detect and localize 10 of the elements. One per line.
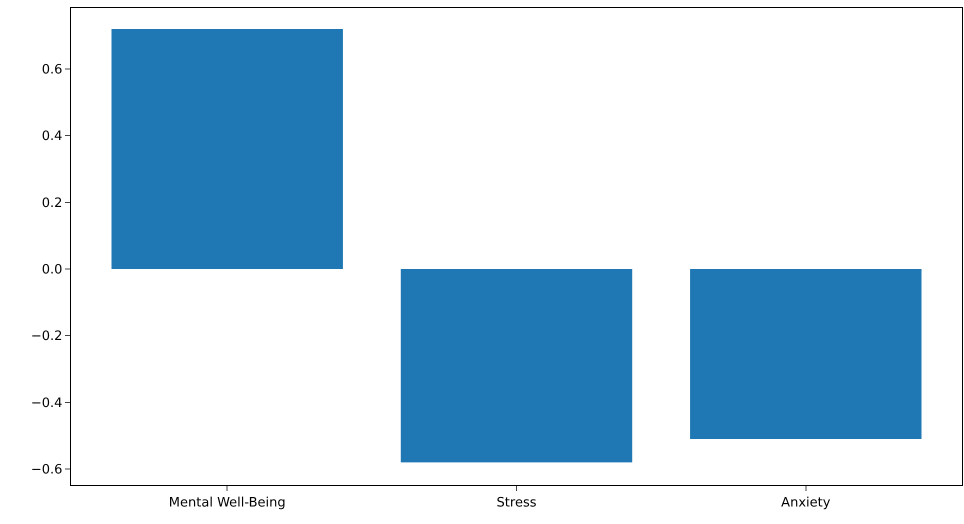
y-tick-label: −0.2	[30, 329, 62, 344]
y-tick-label: 0.2	[42, 196, 62, 211]
x-tick-label: Mental Well-Being	[168, 496, 286, 511]
y-tick-label: 0.4	[42, 129, 62, 144]
x-tick-label: Anxiety	[781, 496, 831, 511]
y-tick-label: −0.6	[30, 462, 62, 478]
x-tick-label: Stress	[496, 496, 537, 511]
y-tick-label: 0.6	[42, 62, 62, 78]
y-tick-label: 0.0	[42, 262, 62, 278]
y-tick-label: −0.4	[30, 396, 62, 411]
